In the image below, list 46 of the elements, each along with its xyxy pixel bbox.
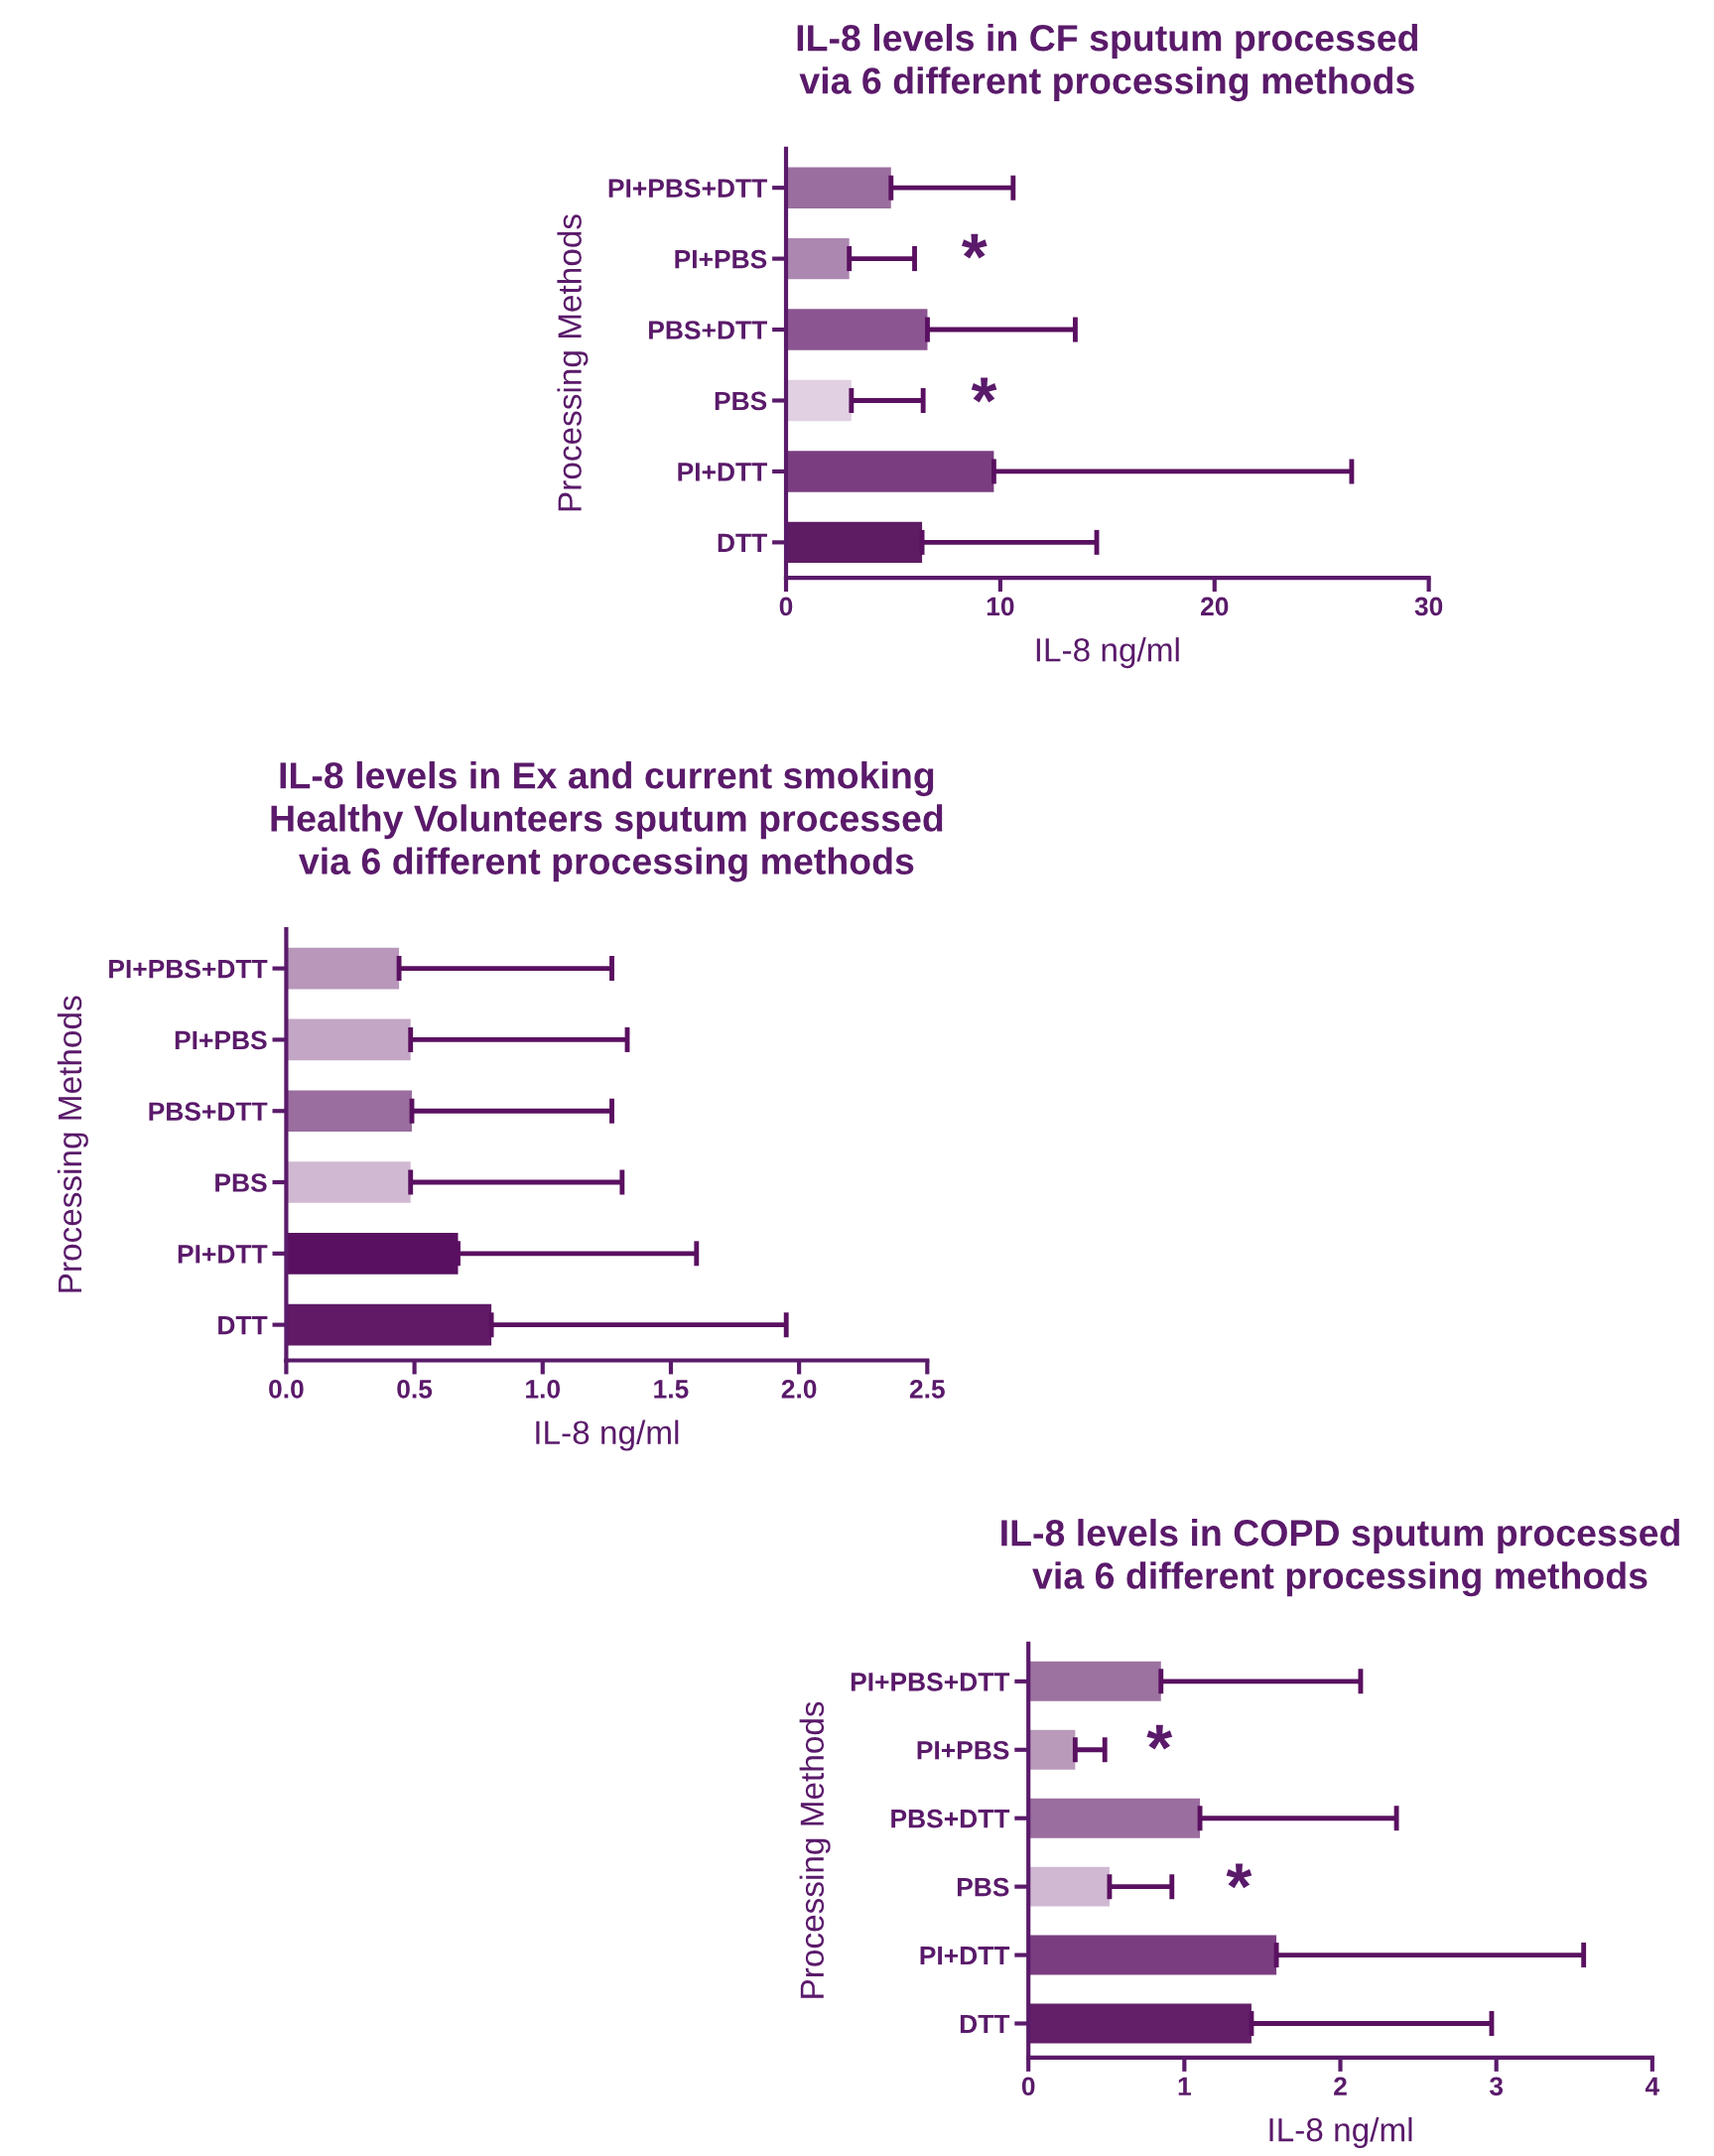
x-axis-title: IL-8 ng/ml (1269, 2116, 1412, 2149)
x-axis-title: IL-8 ng/ml (536, 1419, 679, 1451)
y-tick-label: PI+DTT (678, 463, 767, 481)
y-tick-label: PI+PBS+DTT (608, 179, 767, 198)
y-tick-label: DTT (960, 2014, 1010, 2034)
y-tick-label: PBS (215, 1173, 267, 1192)
y-tick-label: PI+PBS (175, 1030, 267, 1050)
chart-title: IL-8 levels in Ex and current smoking Healthy Volunteers sputum processed via 6 different processing methods (271, 761, 943, 882)
x-axis-title: IL-8 ng/ml (1036, 637, 1179, 669)
y-tick-label: PBS+DTT (891, 1809, 1010, 1828)
annotation: * (971, 377, 997, 403)
x-tick-label: 20 (1200, 597, 1229, 616)
y-tick-label: DTT (218, 1316, 268, 1335)
y-tick-label: PI+PBS (917, 1740, 1009, 1760)
x-tick-label: 0 (1021, 2077, 1035, 2096)
annotation: * (1226, 1863, 1253, 1889)
x-tick-label: 0 (779, 597, 793, 616)
x-tick-label: 3 (1489, 2077, 1504, 2096)
y-tick-label: PI+PBS (675, 249, 767, 269)
y-axis-title: Processing Methods (799, 1701, 831, 1998)
x-tick-label: 10 (987, 597, 1014, 616)
y-tick-label: PBS (957, 1877, 1009, 1897)
x-tick-label: 2.0 (781, 1379, 817, 1399)
x-tick-label: 4 (1645, 2077, 1660, 2095)
y-tick-label: PI+PBS+DTT (851, 1672, 1010, 1691)
x-tick-label: 2 (1334, 2077, 1347, 2095)
chart-title: IL-8 levels in CF sputum processed via 6 different processing methods (797, 24, 1418, 102)
x-tick-label: 1.5 (654, 1380, 689, 1399)
x-tick-label: 1 (1178, 2077, 1191, 2095)
y-axis-title: Processing Methods (57, 996, 88, 1292)
y-tick-label: PBS+DTT (649, 321, 767, 339)
y-tick-label: PBS (715, 391, 767, 411)
y-axis-title: Processing Methods (557, 214, 589, 511)
chart-title: IL-8 levels in COPD sputum processed via 6 different processing methods (1001, 1519, 1679, 1597)
y-tick-label: DTT (718, 533, 767, 552)
annotation: * (961, 233, 988, 259)
y-tick-label: PI+DTT (920, 1946, 1010, 1965)
x-tick-label: 30 (1414, 597, 1443, 616)
x-tick-label: 1.0 (526, 1379, 561, 1399)
x-tick-label: 2.5 (909, 1379, 945, 1399)
x-tick-label: 0.0 (269, 1379, 304, 1399)
y-tick-label: PI+DTT (178, 1245, 268, 1264)
y-tick-label: PI+PBS+DTT (109, 959, 268, 979)
x-tick-label: 0.5 (397, 1379, 433, 1399)
annotation: * (1146, 1724, 1173, 1750)
y-tick-label: PBS+DTT (149, 1102, 268, 1122)
